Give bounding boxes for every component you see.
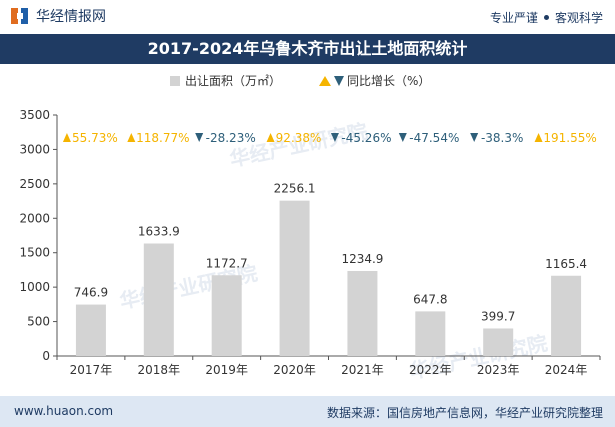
footer-url[interactable]: www.huaon.com [14, 404, 114, 418]
x-category-label: 2021年 [341, 363, 384, 377]
bar [415, 311, 446, 356]
y-tick-label: 0 [42, 349, 50, 363]
bar [551, 275, 582, 356]
growth-down-triangle-icon [398, 133, 407, 142]
x-category-label: 2017年 [70, 363, 113, 377]
x-category-label: 2019年 [205, 363, 248, 377]
growth-label: 92.38% [276, 131, 322, 145]
growth-down-triangle-icon [470, 133, 479, 142]
bar-value-label: 1234.9 [341, 252, 383, 266]
bar [211, 275, 242, 356]
legend-growth-label: 同比增长（%） [347, 74, 430, 88]
y-tick-label: 500 [27, 315, 50, 329]
bar [483, 328, 514, 356]
data-source: 数据来源：国信房地产信息网，华经产业研究院整理 [326, 406, 603, 420]
top-bar: 华经情报网 专业严谨 客观科学 [0, 0, 615, 35]
bar-value-label: 2256.1 [274, 182, 316, 196]
growth-label: 118.77% [136, 131, 189, 145]
growth-up-triangle-icon [266, 133, 275, 142]
growth-label: -45.26% [341, 131, 391, 145]
growth-up-triangle-icon [534, 133, 543, 142]
y-tick-label: 3500 [19, 108, 50, 122]
huajing-logo-icon [11, 8, 28, 24]
y-tick-label: 2000 [19, 211, 50, 225]
bar [75, 304, 106, 356]
y-tick-label: 2500 [19, 177, 50, 191]
growth-up-triangle-icon [62, 133, 71, 142]
legend-down-triangle-icon [334, 76, 344, 86]
bar-value-label: 647.8 [413, 292, 447, 306]
growth-down-triangle-icon [195, 133, 204, 142]
footer: www.huaon.com 数据来源：国信房地产信息网，华经产业研究院整理 [0, 396, 615, 427]
chart-title: 2017-2024年乌鲁木齐市出让土地面积统计 [0, 34, 615, 64]
watermark-text: 华经产业研究院 [228, 119, 370, 172]
bar-value-label: 1172.7 [206, 256, 248, 270]
growth-label: -38.3% [481, 131, 523, 145]
x-category-label: 2018年 [138, 363, 181, 377]
growth-label: -28.23% [206, 131, 256, 145]
growth-label: 55.73% [72, 131, 118, 145]
brand[interactable]: 华经情报网 [10, 6, 106, 26]
bar-value-label: 399.7 [481, 309, 515, 323]
brand-name: 华经情报网 [36, 9, 106, 25]
bar-value-label: 746.9 [74, 286, 108, 300]
bar-value-label: 1165.4 [545, 257, 587, 271]
legend-bar-label: 出让面积（万㎡） [185, 74, 281, 88]
x-category-label: 2020年 [273, 363, 316, 377]
tag-professional: 专业严谨 [489, 11, 538, 25]
bar-value-label: 1633.9 [138, 224, 180, 238]
y-tick-label: 1000 [19, 280, 50, 294]
growth-label: -47.54% [409, 131, 459, 145]
x-category-label: 2024年 [545, 363, 588, 377]
growth-up-triangle-icon [127, 133, 136, 142]
tagline: 专业严谨 客观科学 [490, 9, 603, 26]
y-tick-label: 1500 [19, 246, 50, 260]
bar [279, 200, 310, 356]
growth-down-triangle-icon [330, 133, 339, 142]
tag-objective: 客观科学 [554, 11, 603, 25]
x-category-label: 2023年 [477, 363, 520, 377]
bar [347, 270, 378, 356]
x-category-label: 2022年 [409, 363, 452, 377]
y-tick-label: 3000 [19, 142, 50, 156]
legend-up-triangle-icon [319, 76, 331, 86]
dot-separator-icon [543, 15, 549, 20]
growth-label: 191.55% [543, 131, 596, 145]
bar [143, 243, 174, 356]
legend-bar-swatch-icon [170, 76, 180, 86]
